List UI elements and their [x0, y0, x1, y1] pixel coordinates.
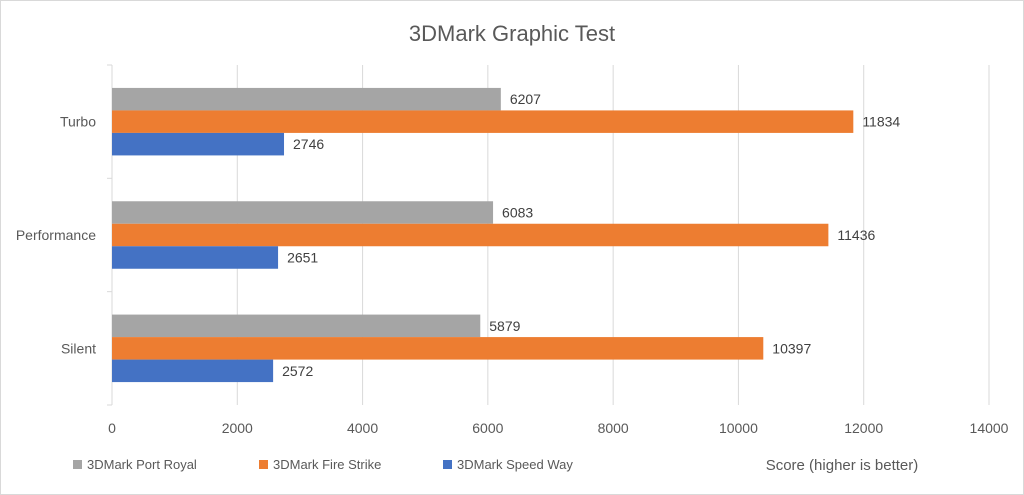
chart-title: 3DMark Graphic Test — [409, 21, 615, 46]
x-tick-label: 0 — [108, 420, 116, 436]
bar — [112, 314, 481, 338]
data-label: 2651 — [287, 250, 318, 266]
legend-label: 3DMark Speed Way — [457, 457, 573, 472]
data-label: 2746 — [293, 136, 324, 152]
bar — [112, 359, 274, 383]
category-label: Performance — [16, 227, 96, 243]
bar — [112, 223, 829, 247]
data-label: 11436 — [837, 227, 875, 243]
x-axis-label: Score (higher is better) — [766, 457, 919, 474]
x-tick-label: 6000 — [472, 420, 503, 436]
data-label: 10397 — [772, 340, 811, 356]
bar — [112, 87, 501, 111]
legend: 3DMark Port Royal 3DMark Fire Strike 3DMar… — [73, 457, 573, 472]
category-label: Silent — [61, 340, 96, 356]
bar — [112, 337, 764, 360]
x-tick-label: 2000 — [222, 420, 253, 436]
legend-swatch — [443, 460, 452, 469]
bar — [112, 201, 494, 224]
category-axis — [107, 64, 113, 406]
legend-label: 3DMark Port Royal — [87, 457, 197, 472]
data-label: 5879 — [489, 318, 520, 334]
x-tick-label: 4000 — [347, 420, 378, 436]
legend-swatch — [73, 460, 82, 469]
bar — [112, 246, 279, 269]
x-tick-label: 10000 — [719, 420, 758, 436]
x-tick-label: 12000 — [844, 420, 883, 436]
bars — [112, 87, 854, 383]
x-tick-label: 8000 — [598, 420, 629, 436]
bar — [112, 132, 285, 156]
data-label: 6207 — [510, 91, 541, 107]
legend-label: 3DMark Fire Strike — [273, 457, 381, 472]
bar — [112, 110, 854, 133]
x-tick-labels: 0 2000 4000 6000 8000 10000 12000 14000 — [108, 420, 1009, 436]
data-labels: 6207 11834 2746 6083 11436 2651 5879 10397 2572 — [282, 91, 900, 379]
category-labels: Turbo Performance Silent — [16, 114, 96, 357]
category-label: Turbo — [60, 114, 96, 130]
data-label: 6083 — [502, 205, 533, 221]
legend-swatch — [259, 460, 268, 469]
data-label: 2572 — [282, 363, 313, 379]
x-tick-label: 14000 — [970, 420, 1009, 436]
data-label: 11834 — [862, 114, 900, 130]
